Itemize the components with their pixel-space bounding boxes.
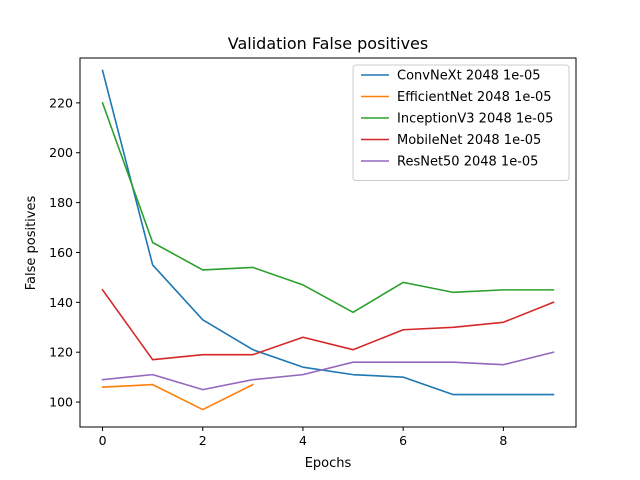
series-line xyxy=(101,288,555,361)
y-tick-label: 100 xyxy=(49,395,73,410)
y-tick-label: 120 xyxy=(49,345,73,360)
y-tick-label: 180 xyxy=(49,195,73,210)
series-line xyxy=(101,69,555,396)
y-axis-label: False positives xyxy=(24,196,39,291)
x-tick-label: 2 xyxy=(199,433,207,448)
x-tick-label: 4 xyxy=(299,433,307,448)
axes: 0 2 4 6 8 100 120 140 160 180 200 220 xyxy=(49,95,507,448)
chart-title: Validation False positives xyxy=(228,34,428,53)
legend-label: MobileNet 2048 1e-05 xyxy=(397,133,541,148)
y-tick-label: 220 xyxy=(49,95,73,110)
y-tick-label: 160 xyxy=(49,245,73,260)
legend-box xyxy=(352,64,570,181)
legend: ConvNeXt 2048 1e-05 EfficientNet 2048 1e-… xyxy=(352,64,570,181)
legend-label: ResNet50 2048 1e-05 xyxy=(397,155,538,170)
x-tick-label: 0 xyxy=(99,433,107,448)
x-tick-label: 6 xyxy=(399,433,407,448)
series-line xyxy=(101,351,555,391)
plot-frame xyxy=(79,57,577,428)
series-line xyxy=(101,101,555,314)
x-axis-label: Epochs xyxy=(305,456,352,471)
y-tick-label: 200 xyxy=(49,145,73,160)
series-line xyxy=(101,383,254,411)
plot-area xyxy=(101,69,555,411)
legend-label: InceptionV3 2048 1e-05 xyxy=(397,112,553,127)
x-tick-label: 8 xyxy=(499,433,507,448)
legend-label: ConvNeXt 2048 1e-05 xyxy=(397,69,541,84)
legend-label: EfficientNet 2048 1e-05 xyxy=(397,90,552,105)
y-tick-label: 140 xyxy=(49,295,73,310)
